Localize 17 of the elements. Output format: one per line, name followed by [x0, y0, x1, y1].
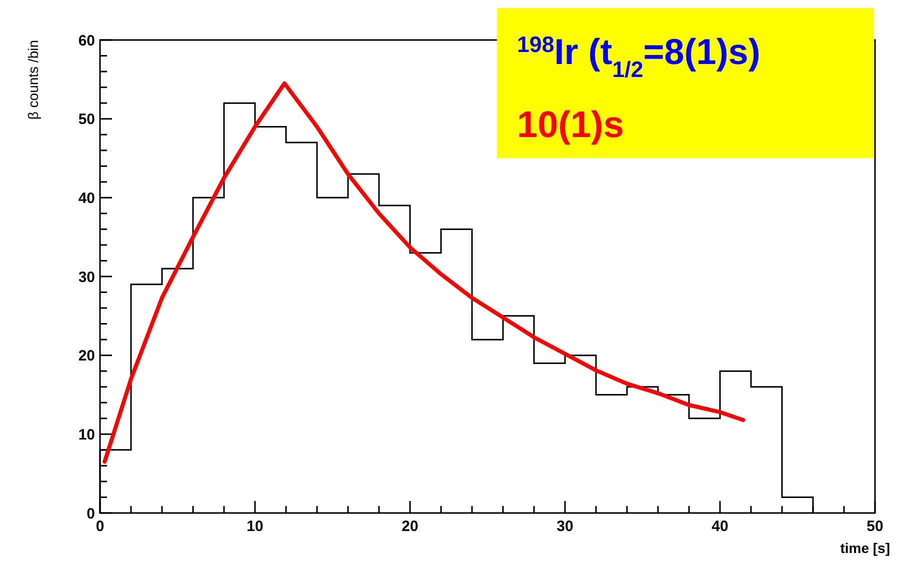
annotation: 10(1)s: [517, 104, 624, 145]
annotation: $^{198}$Ir (t$_{1/2}$=8(1)s): [517, 31, 760, 82]
y-tick-label: 60: [78, 32, 95, 50]
y-tick-label: 10: [78, 426, 95, 444]
y-tick-label: 20: [78, 348, 95, 365]
line-series: [102, 81, 746, 464]
x-tick-label: 10: [246, 518, 264, 535]
y-axis-title: β counts /bin: [25, 40, 41, 120]
y-tick-label: 30: [78, 268, 95, 286]
y-tick-label: 0: [86, 505, 95, 522]
x-axis-title: time [s]: [840, 540, 890, 556]
x-tick-label: 40: [712, 518, 728, 535]
y-tick-label: 40: [78, 190, 95, 207]
y-tick-label: 50: [78, 111, 95, 128]
x-tick-label: 50: [866, 518, 884, 535]
x-tick-label: 20: [402, 518, 418, 535]
x-tick-label: 30: [556, 518, 574, 535]
